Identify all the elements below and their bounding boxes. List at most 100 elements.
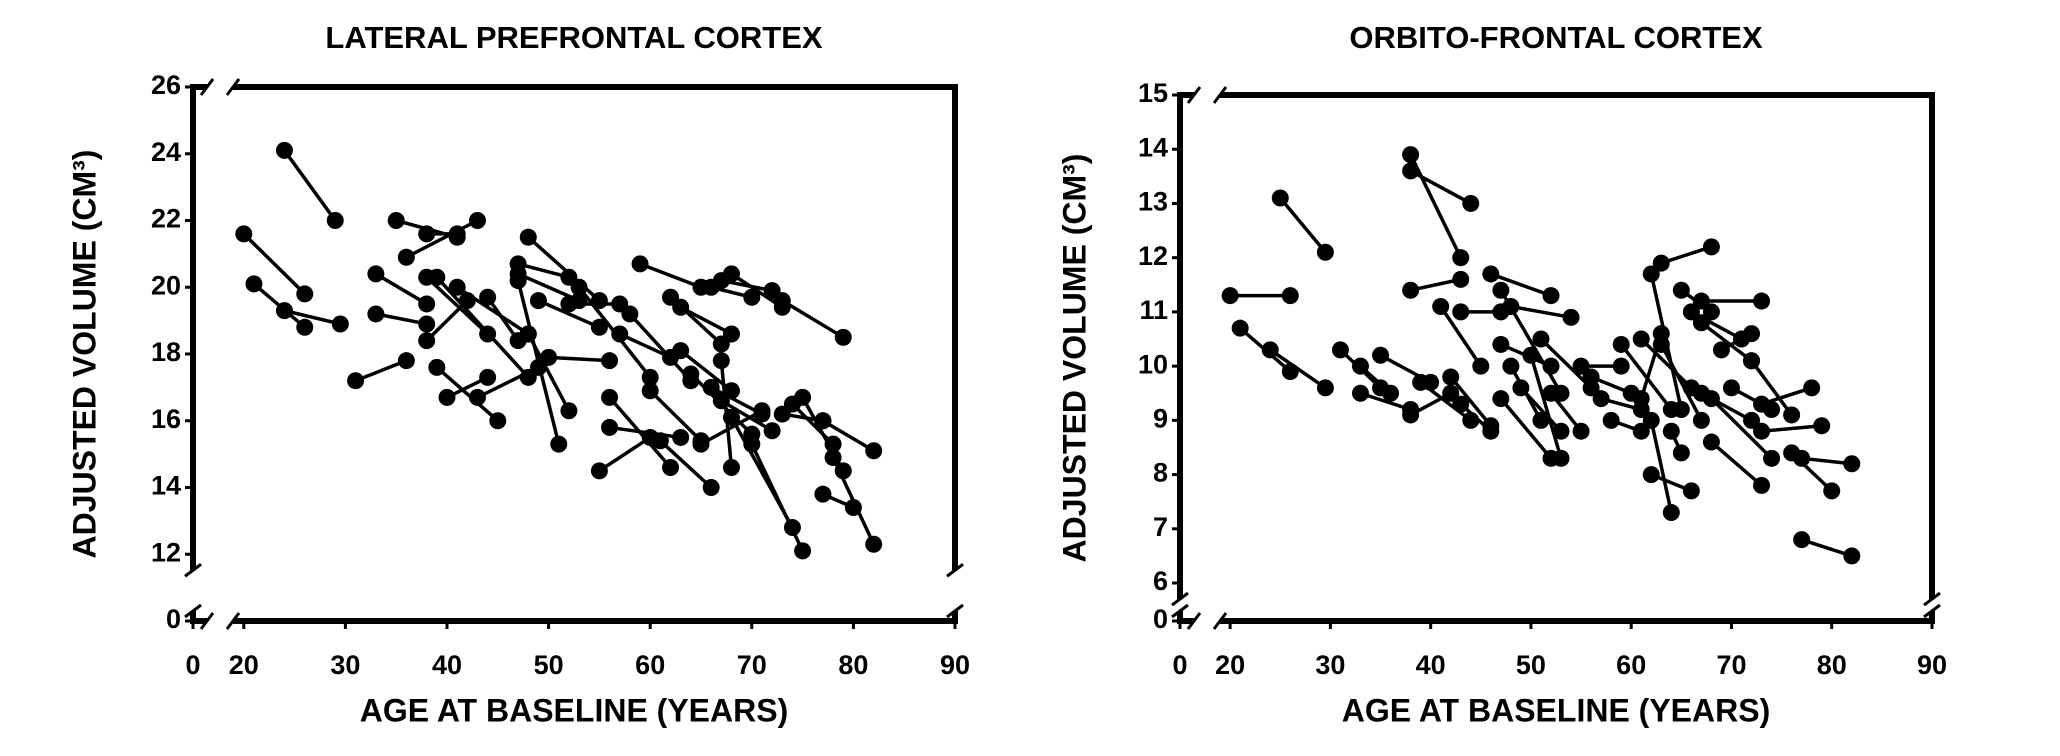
data-point <box>1351 384 1369 402</box>
data-point <box>296 318 314 336</box>
data-point <box>1452 270 1470 288</box>
data-point <box>865 442 883 460</box>
data-point <box>1692 314 1710 332</box>
data-point <box>1612 357 1630 375</box>
subject-line <box>659 439 713 489</box>
data-point <box>1823 482 1841 500</box>
subject-line <box>1409 169 1472 205</box>
data-point <box>560 295 578 313</box>
data-point <box>1221 287 1239 305</box>
subject-line <box>710 385 763 416</box>
data-point <box>1753 395 1771 413</box>
subject-line <box>283 149 337 222</box>
data-point <box>418 332 436 350</box>
data-point <box>331 315 349 333</box>
data-point <box>1743 411 1761 429</box>
y-tick-label: 14 <box>151 471 181 501</box>
subject-line <box>1640 337 1693 390</box>
data-point <box>1442 368 1460 386</box>
data-point <box>722 265 740 283</box>
axis-break-mark <box>199 78 215 96</box>
data-point <box>275 141 293 159</box>
data-point <box>1572 357 1590 375</box>
y-axis-label: ADJUSTED VOLUME (CM³) <box>1056 154 1092 563</box>
axis-break-mark <box>1171 603 1189 619</box>
data-point <box>1602 411 1620 429</box>
data-point <box>387 212 405 229</box>
data-point <box>1652 335 1670 353</box>
data-point <box>1492 335 1510 353</box>
subject-line <box>1539 337 1593 390</box>
data-point <box>550 435 568 453</box>
data-point <box>1803 379 1821 397</box>
data-point <box>682 365 700 383</box>
data-point <box>1783 406 1801 424</box>
data-point <box>865 535 883 553</box>
data-point <box>1753 292 1771 310</box>
data-point <box>570 278 588 296</box>
subject-line <box>700 409 763 446</box>
data-point <box>672 298 690 316</box>
data-point <box>1793 449 1811 467</box>
data-point <box>1632 422 1650 440</box>
axis-break-mark <box>184 563 202 578</box>
data-point <box>1552 422 1570 440</box>
data-point <box>722 408 740 426</box>
data-point <box>1231 319 1249 337</box>
data-point <box>1582 368 1600 386</box>
subject-line <box>1761 386 1813 406</box>
data-point <box>590 462 608 480</box>
data-point <box>662 458 680 476</box>
data-point <box>1522 346 1540 364</box>
data-point <box>824 448 842 466</box>
subject-line <box>527 235 601 302</box>
subject-line <box>1529 354 1563 459</box>
axis-break-gap <box>207 82 233 92</box>
axis-break-mark <box>1923 591 1941 607</box>
data-point <box>509 272 527 290</box>
subject-line <box>1419 381 1472 422</box>
x-tick-label: 20 <box>229 650 259 680</box>
data-point <box>1402 162 1420 180</box>
data-point <box>702 378 720 396</box>
data-point <box>1462 194 1480 212</box>
subject-line <box>618 332 672 359</box>
subject-line <box>242 232 306 296</box>
data-point <box>1662 422 1680 440</box>
subject-line <box>1449 375 1493 427</box>
y-tick-label: 15 <box>1138 78 1168 108</box>
data-point <box>1642 466 1660 484</box>
data-point <box>448 225 466 243</box>
data-point <box>1712 341 1730 359</box>
data-point <box>448 278 466 296</box>
subject-line <box>1801 537 1853 558</box>
data-point <box>519 228 537 246</box>
data-point <box>1612 335 1630 353</box>
data-point <box>641 382 659 400</box>
data-point <box>722 458 740 476</box>
y-tick-label: 6 <box>1153 566 1168 596</box>
y-tick-label: 8 <box>1153 458 1168 488</box>
subject-line <box>730 272 784 309</box>
data-point <box>1562 308 1580 326</box>
data-point <box>672 428 690 446</box>
panel: ORBITO-FRONTAL CORTEX AGE AT BASELINE (YE… <box>1056 20 1947 728</box>
axis-break-mark <box>1171 591 1189 607</box>
subject-line <box>548 355 610 363</box>
data-point <box>479 368 497 386</box>
axis-break-mark <box>225 78 241 96</box>
data-point <box>519 325 537 343</box>
data-point <box>1452 303 1470 321</box>
data-point <box>1793 531 1811 549</box>
y-tick-label: 18 <box>151 337 181 367</box>
subject-line <box>1649 419 1674 513</box>
data-point <box>1502 297 1520 315</box>
subject-line <box>831 456 876 545</box>
subject-line <box>1750 359 1794 416</box>
data-point <box>438 388 456 406</box>
data-point <box>1482 265 1500 283</box>
subject-line <box>1278 196 1327 254</box>
data-point <box>722 325 740 343</box>
data-point <box>1382 384 1400 402</box>
data-point <box>1682 482 1700 500</box>
